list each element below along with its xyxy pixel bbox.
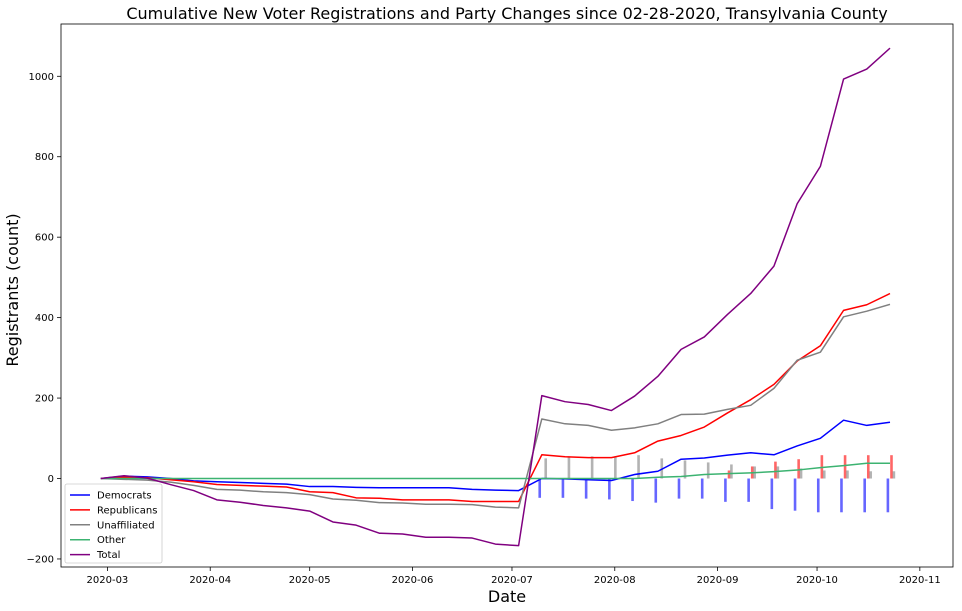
x-tick-label: 2020-11 [899,575,941,586]
bar [683,460,687,479]
plot-area [60,23,954,568]
bar [797,459,800,479]
bar [730,464,733,479]
bar [584,478,588,499]
lines-layer [100,47,891,547]
bar [866,455,870,479]
bar [724,478,727,502]
legend-label: Other [97,535,126,546]
legend-label: Total [96,550,120,561]
bar [793,478,797,511]
y-tick-label: 0 [48,474,54,485]
y-tick-label: 400 [35,313,54,324]
bar [892,471,896,479]
bar [614,456,617,479]
plot-frame [60,23,954,568]
bar [846,470,849,479]
bar [608,478,611,500]
legend-box [64,483,163,564]
series-line-republicans [100,292,891,503]
bar [654,478,658,503]
bar [590,456,594,479]
bar [822,470,826,479]
bar [840,478,843,513]
x-tick-label: 2020-04 [189,575,231,586]
bar [700,478,704,499]
y-tick-label: 1000 [29,72,54,83]
bar [544,458,548,479]
legend-label: Democrats [97,491,152,502]
bar [869,471,872,479]
bar [677,478,681,499]
bar [747,478,750,502]
y-tick-label: −200 [27,554,54,565]
bar [776,466,780,479]
bar [886,478,890,513]
y-axis-label: Registrants (count) [3,213,22,366]
series-line-total [100,47,891,547]
x-tick-label: 2020-09 [697,575,739,586]
x-tick-label: 2020-05 [289,575,331,586]
y-tick-label: 800 [35,152,54,163]
y-tick-label: 600 [35,233,54,244]
chart-title: Cumulative New Voter Registrations and P… [126,4,887,23]
series-line-other [100,462,890,480]
bar [538,478,542,498]
bar [799,468,803,479]
bar [863,478,866,513]
bar [816,478,820,513]
x-axis: 2020-03 2020-04 2020-05 2020-06 2020-07 2020-… [87,567,941,586]
x-axis-label: Date [488,587,526,606]
bar [890,455,893,479]
bar [706,462,710,479]
x-tick-label: 2020-06 [392,575,434,586]
bar [561,478,565,498]
bar [774,461,777,479]
bar [770,478,774,510]
legend: Democrats Republicans Unaffiliated Other Tot… [64,483,163,564]
x-tick-label: 2020-07 [491,575,533,586]
series-line-democrats [100,419,891,492]
bar [843,455,847,479]
bar [631,478,634,502]
x-tick-label: 2020-08 [594,575,636,586]
bar [727,470,731,479]
legend-label: Republicans [97,505,157,516]
x-tick-label: 2020-03 [87,575,129,586]
y-axis: −200 0 200 400 600 800 1000 [27,72,61,565]
y-tick-label: 200 [35,394,54,405]
bar [567,456,571,479]
legend-label: Unaffiliated [97,520,155,531]
bar [637,455,640,479]
series-line-unaffiliated [100,303,891,509]
x-tick-label: 2020-10 [796,575,838,586]
